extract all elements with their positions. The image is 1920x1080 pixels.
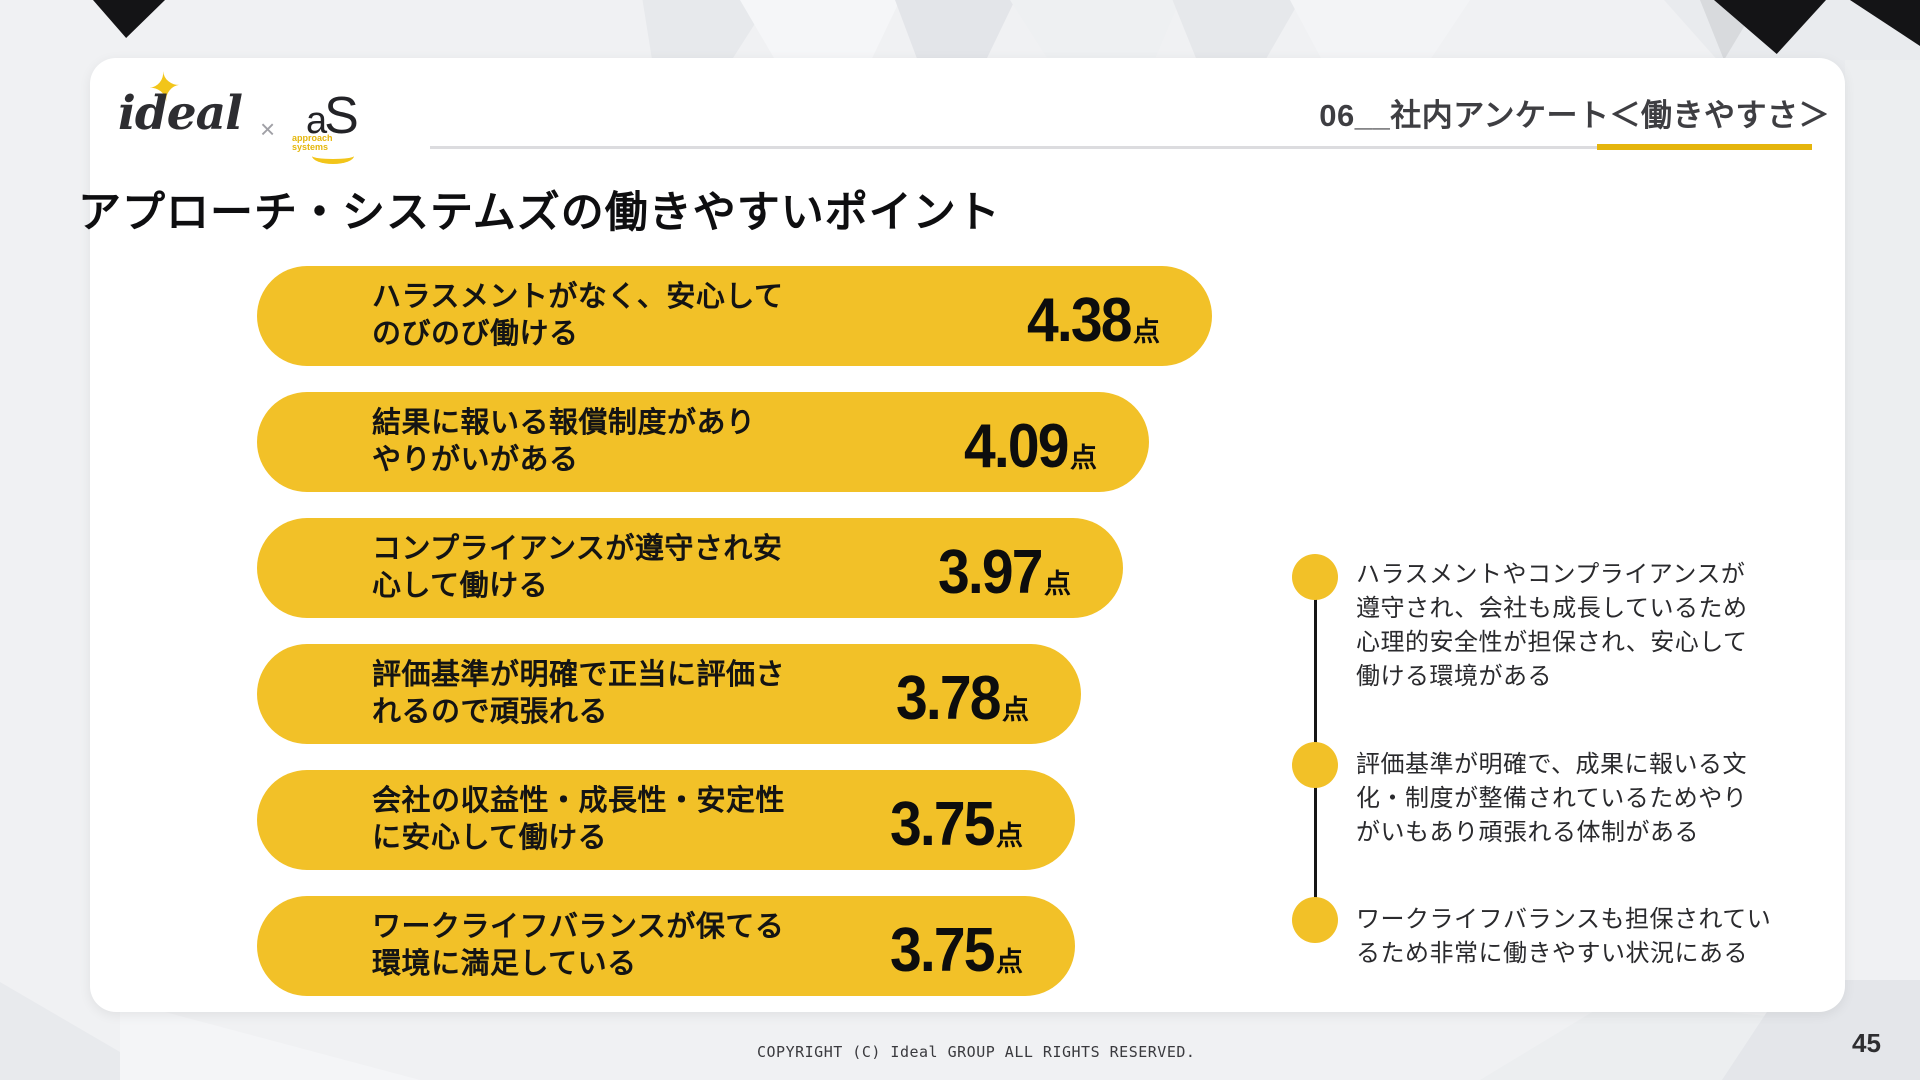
- score-value: 4.09 点: [964, 412, 1097, 481]
- score-bar-label: 結果に報いる報償制度があり やりがいがある: [372, 407, 756, 476]
- score-bar: 会社の収益性・成長性・安定性 に安心して働ける 3.75 点: [257, 770, 1075, 870]
- page-number: 45: [1852, 1028, 1881, 1058]
- background-facet: [120, 1000, 420, 1080]
- score-value: 3.75 点: [890, 790, 1023, 859]
- logo-ideal-text: ideal: [118, 86, 243, 141]
- insight-text: 評価基準が明確で、成果に報いる文 化・制度が整備されているためやり がいもあり頑…: [1356, 751, 1748, 846]
- copyright-text: COPYRIGHT (C) Ideal GROUP ALL RIGHTS RES…: [757, 1043, 1196, 1061]
- score-bar: コンプライアンスが遵守され安 心して働ける 3.97 点: [257, 518, 1123, 618]
- logo-multiply-sign: ×: [260, 114, 276, 144]
- timeline-dot: [1292, 742, 1338, 788]
- header-rule: [430, 146, 1812, 149]
- score-bar-label: ワークライフバランスが保てる 環境に満足している: [372, 911, 785, 980]
- logo-approach-systems-words: approach systems: [292, 133, 333, 152]
- timeline-dot: [1292, 554, 1338, 600]
- corner-accent-top-left: [93, 0, 165, 38]
- logo-smile-arc: [312, 148, 354, 164]
- score-bar: ワークライフバランスが保てる 環境に満足している 3.75 点: [257, 896, 1075, 996]
- score-value: 3.97 点: [938, 538, 1071, 607]
- score-bar-label: 評価基準が明確で正当に評価さ れるので頑張れる: [372, 659, 786, 728]
- score-value: 4.38 点: [1027, 286, 1160, 355]
- score-bar-label: ハラスメントがなく、安心して のびのび働ける: [372, 281, 784, 350]
- background-facet: [1845, 60, 1920, 560]
- timeline-dot: [1292, 897, 1338, 943]
- section-header: 06__社内アンケート＜働きやすさ＞: [1319, 98, 1830, 133]
- score-bar: 評価基準が明確で正当に評価さ れるので頑張れる 3.78 点: [257, 644, 1081, 744]
- logo-as-letters: aS: [306, 87, 359, 145]
- score-bar-label: 会社の収益性・成長性・安定性 に安心して働ける: [372, 785, 786, 854]
- slide-card: ✦ ideal × approach systems aS 06__社内アンケート…: [78, 58, 1845, 1012]
- score-value: 3.75 点: [890, 916, 1023, 985]
- page-title: アプローチ・システムズの働きやすいポイント: [78, 189, 1001, 237]
- header-rule-highlight: [1597, 144, 1812, 150]
- score-bar-label: コンプライアンスが遵守され安 心して働ける: [372, 533, 783, 602]
- score-bar: ハラスメントがなく、安心して のびのび働ける 4.38 点: [257, 266, 1212, 366]
- logo: ✦ ideal × approach systems aS: [110, 64, 392, 164]
- score-value: 3.78 点: [896, 664, 1029, 733]
- insight-text: ワークライフバランスも担保されてい るため非常に働きやすい状況にある: [1356, 906, 1772, 967]
- score-bar: 結果に報いる報償制度があり やりがいがある 4.09 点: [257, 392, 1149, 492]
- logo-approach-systems: approach systems aS: [292, 82, 392, 164]
- insight-text: ハラスメントやコンプライアンスが 遵守され、会社も成長しているため 心理的安全性…: [1356, 561, 1748, 690]
